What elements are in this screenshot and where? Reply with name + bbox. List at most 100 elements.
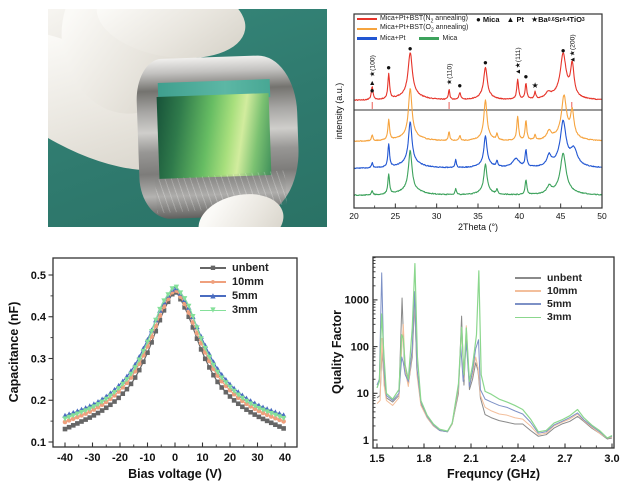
legend-label: unbent	[547, 271, 582, 284]
capacitance-legend: ■ unbent ● 10mm ▲ 5mm ▼ 3mm	[200, 262, 269, 316]
svg-text:●: ●	[386, 63, 391, 72]
legend-label: Mica+Pt	[380, 34, 406, 42]
svg-text:●: ●	[408, 44, 413, 53]
svg-text:0.3: 0.3	[31, 353, 46, 365]
legend-swatch: ▲	[200, 290, 226, 301]
svg-text:★(110): ★(110)	[447, 64, 454, 85]
xrd-chart-panel: 20 25 30 35 40 45 50 ★(100) ▲ ● ● ● ★(110) ● ● ▲★(111) ●…	[330, 0, 639, 245]
bst-thin-film	[156, 93, 272, 179]
svg-text:30: 30	[432, 211, 442, 221]
svg-text:-10: -10	[140, 452, 156, 464]
legend-swatch: ■	[200, 263, 226, 272]
legend-item: ● 10mm	[200, 276, 269, 288]
bst-symbol-legend: ★ Ba 0.6 Sr 0.4 TiO 3	[530, 15, 585, 24]
legend-label: unbent	[232, 261, 269, 274]
quality-legend: unbent 10mm 5mm 3mm	[515, 272, 582, 323]
xrd-symbol-legend: ● Mica ▲ Pt ★ Ba 0.6 Sr 0.4 TiO 3	[476, 15, 585, 24]
photo-flexible-device	[48, 9, 327, 227]
legend-line-swatch	[357, 18, 377, 21]
svg-text:50: 50	[597, 211, 607, 221]
svg-text:0.5: 0.5	[31, 270, 46, 282]
square-marker-icon: ■	[210, 262, 216, 273]
circle-marker-icon: ●	[210, 276, 216, 287]
legend-label: 3mm	[232, 304, 258, 317]
pt-symbol-legend: ▲ Pt	[506, 15, 524, 24]
legend-swatch	[515, 286, 541, 295]
xrd-y-axis-label: intensity (a.u.)	[334, 82, 344, 140]
svg-text:25: 25	[391, 211, 401, 221]
legend-label: Mica+Pt+BST(N2 annealing)	[380, 14, 468, 24]
svg-text:●: ●	[524, 72, 529, 81]
svg-text:●: ●	[561, 46, 566, 55]
triangle-up-marker-icon: ▲	[208, 290, 218, 301]
svg-text:▲: ▲	[369, 80, 376, 87]
legend-label: 10mm	[547, 284, 578, 297]
legend-item: ▼ 3mm	[200, 304, 269, 317]
svg-text:▲★(200): ▲★(200)	[570, 34, 577, 63]
svg-text:100: 100	[351, 341, 369, 353]
capacitance-plot: -40 -30 -20 -10 0 10 20 30 40 0.1 0.2 0.3 0.4 0.5	[31, 257, 298, 464]
legend-item: Mica+Pt Mica	[357, 34, 468, 43]
legend-item: Mica	[419, 35, 457, 42]
legend-item: 5mm	[515, 298, 582, 310]
xrd-plot: 20 25 30 35 40 45 50★(100)▲●●●★(110)●● ▲★(111)●…	[349, 13, 607, 221]
svg-text:-30: -30	[85, 452, 101, 464]
legend-label: Mica	[442, 34, 458, 42]
quality-factor-plot: 1.5 1.8 2.1 2.4 2.7 3.0 1 10 100 1000	[345, 256, 620, 465]
svg-text:45: 45	[556, 211, 566, 221]
svg-text:35: 35	[473, 211, 483, 221]
legend-item: ■ unbent	[200, 262, 269, 274]
svg-text:1.5: 1.5	[369, 453, 384, 465]
svg-text:★(100): ★(100)	[370, 55, 377, 77]
svg-text:0.1: 0.1	[31, 437, 46, 449]
svg-text:●: ●	[483, 58, 488, 67]
svg-text:30: 30	[251, 452, 263, 464]
legend-item: 10mm	[515, 285, 582, 297]
svg-text:●: ●	[457, 81, 462, 90]
svg-text:3.0: 3.0	[604, 453, 619, 465]
capacitance-x-axis-label: Bias voltage (V)	[128, 467, 222, 481]
legend-label: 3mm	[547, 311, 572, 324]
triangle-down-marker-icon: ▼	[208, 304, 218, 315]
circle-marker-icon: ●	[476, 15, 481, 24]
svg-text:-40: -40	[57, 452, 73, 464]
capacitance-y-axis-label: Capacitance (nF)	[7, 301, 21, 403]
svg-text:1: 1	[363, 435, 369, 447]
svg-text:40: 40	[279, 452, 291, 464]
quality-y-axis-label: Quality Factor	[330, 309, 344, 395]
legend-label: Mica+Pt+BST(O2 annealing)	[380, 24, 469, 34]
svg-text:1.8: 1.8	[416, 453, 431, 465]
svg-text:2.7: 2.7	[557, 453, 572, 465]
legend-swatch	[515, 273, 541, 282]
legend-swatch: ●	[200, 277, 226, 286]
svg-text:20: 20	[349, 211, 359, 221]
legend-swatch	[515, 313, 541, 322]
svg-text:2.1: 2.1	[463, 453, 478, 465]
xrd-x-axis-label: 2Theta (°)	[457, 222, 499, 232]
svg-text:0: 0	[172, 452, 178, 464]
svg-text:10: 10	[357, 388, 369, 400]
quality-x-axis-label: Frequncy (GHz)	[446, 467, 541, 481]
legend-item: 3mm	[515, 311, 582, 324]
xrd-legend: Mica+Pt+BST(N2 annealing) Mica+Pt+BST(O2…	[357, 15, 468, 43]
star-marker-icon: ★	[530, 15, 539, 24]
triangle-marker-icon: ▲	[506, 15, 515, 24]
quality-factor-chart-panel: 1.5 1.8 2.1 2.4 2.7 3.0 1 10 100 1000 Quality Fac…	[330, 245, 639, 499]
svg-text:1000: 1000	[345, 295, 369, 307]
mica-symbol-legend: ● Mica	[476, 15, 500, 24]
legend-line-swatch	[357, 27, 377, 30]
legend-label: 5mm	[547, 298, 572, 311]
svg-text:★: ★	[531, 81, 538, 90]
svg-text:20: 20	[224, 452, 236, 464]
svg-text:-20: -20	[112, 452, 128, 464]
legend-swatch: ▼	[200, 304, 226, 315]
svg-text:40: 40	[515, 211, 525, 221]
legend-label: 5mm	[232, 290, 258, 303]
svg-text:0.2: 0.2	[31, 395, 46, 407]
legend-item: Mica+Pt+BST(O2 annealing)	[357, 24, 469, 34]
legend-line-swatch	[357, 37, 377, 40]
legend-swatch	[515, 300, 541, 309]
svg-text:10: 10	[196, 452, 208, 464]
svg-text:2.4: 2.4	[510, 453, 526, 465]
